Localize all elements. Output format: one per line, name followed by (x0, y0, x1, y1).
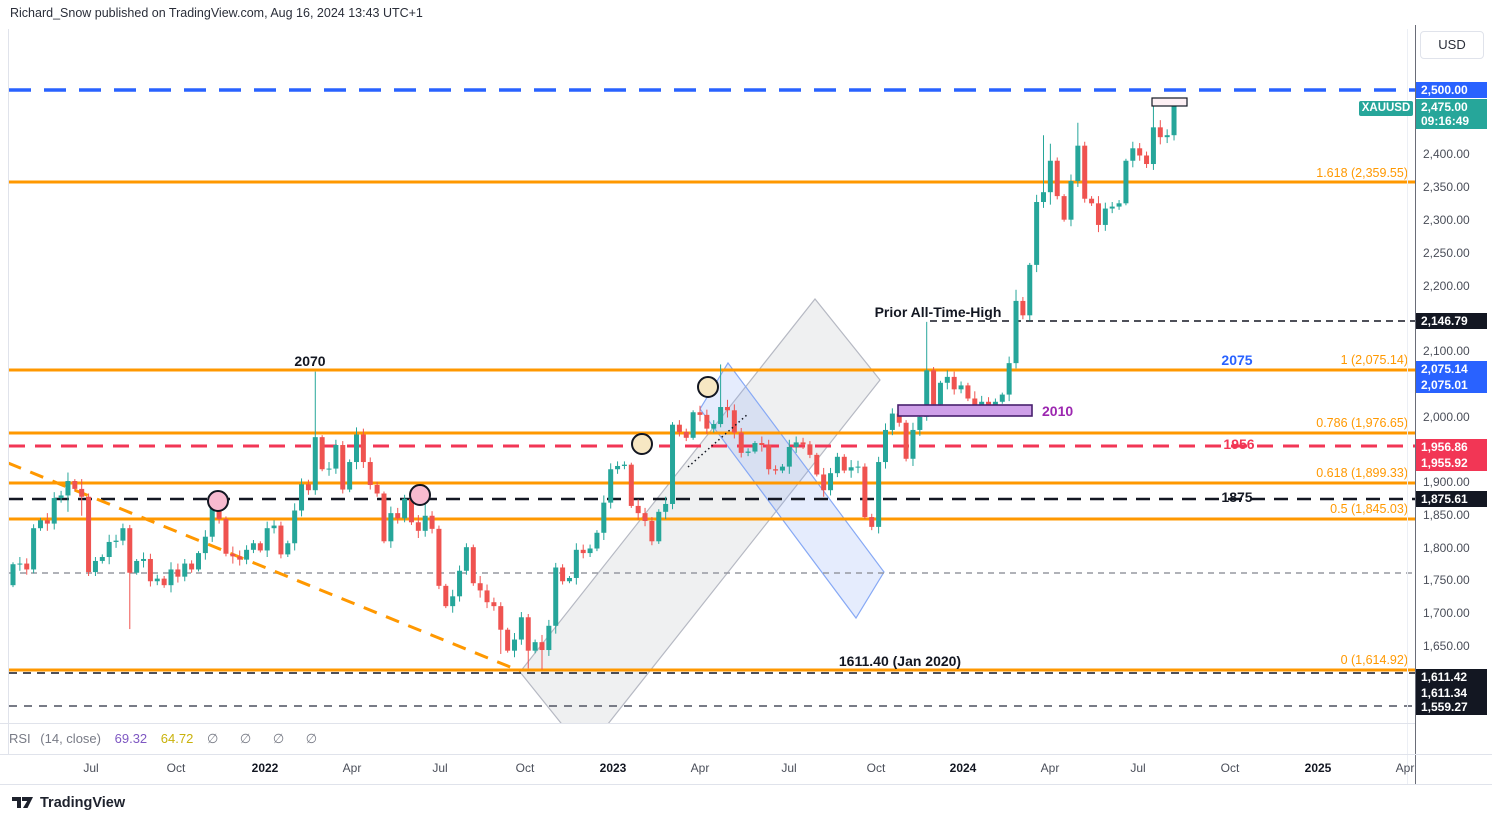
price-tick: 2,350.00 (1423, 180, 1470, 194)
price-axis-border (1415, 25, 1416, 785)
time-tick: Oct (166, 761, 186, 775)
price-tick: 2,250.00 (1423, 246, 1470, 260)
price-scale[interactable]: 2,400.00 2,350.00 2,300.00 2,250.00 2,200.00… (1416, 0, 1492, 819)
price-tick: 1,650.00 (1423, 639, 1470, 653)
note-2075: 2075 (1221, 352, 1252, 368)
time-axis-top-border (0, 754, 1492, 755)
time-tick: 2023 (599, 761, 627, 775)
price-tick: 1,850.00 (1423, 508, 1470, 522)
note-2070: 2070 (294, 353, 325, 369)
double-top-box[interactable] (1151, 97, 1188, 107)
time-tick: Apr (342, 761, 362, 775)
time-tick: 2022 (251, 761, 279, 775)
plot-contents: 1.618 (2,359.55) 1 (2,075.14) 0.786 (1,976… (8, 88, 1415, 753)
rsi-signal-value: 64.72 (160, 731, 194, 746)
price-badge: 1,611.34 (1416, 685, 1487, 701)
price-badge: 2,146.79 (1416, 313, 1487, 329)
price-tick: 1,900.00 (1423, 475, 1470, 489)
fib-0786-label: 0.786 (1,976.65) (1316, 416, 1408, 430)
price-tick: 2,100.00 (1423, 344, 1470, 358)
last-gridline (1407, 29, 1408, 784)
note-1956: 1956 (1223, 436, 1254, 452)
time-tick: Apr (1040, 761, 1060, 775)
price-badge: 1,956.86 (1416, 439, 1487, 455)
time-axis-bottom-border (0, 784, 1492, 785)
time-tick: Oct (866, 761, 886, 775)
note-2010: 2010 (1042, 403, 1073, 419)
fib-1-label: 1 (2,075.14) (1341, 353, 1408, 367)
rsi-params: (14, close) (40, 731, 101, 746)
price-tick: 2,400.00 (1423, 147, 1470, 161)
time-tick: Jul (432, 761, 448, 775)
price-badge: 2,075.14 (1416, 361, 1487, 377)
price-badge: 1,559.27 (1416, 699, 1487, 715)
swing-high-circle-marker[interactable] (631, 433, 653, 455)
fib-05-label: 0.5 (1,845.03) (1330, 502, 1408, 516)
tradingview-logo-icon (12, 797, 33, 808)
rsi-value: 69.32 (114, 731, 148, 746)
price-tick: 1,750.00 (1423, 573, 1470, 587)
note-1611-jan2020: 1611.40 (Jan 2020) (839, 653, 961, 669)
published-attribution: Richard_Snow published on TradingView.co… (10, 6, 423, 20)
price-tick: 1,700.00 (1423, 606, 1470, 620)
time-tick: Oct (515, 761, 535, 775)
time-tick: Jul (83, 761, 99, 775)
time-tick: Jul (781, 761, 797, 775)
swing-high-circle-marker[interactable] (697, 376, 719, 398)
rsi-title: RSI (9, 731, 31, 746)
rsi-legend-row[interactable]: RSI (14, close) 69.32 64.72 ∅ ∅ ∅ ∅ (9, 724, 1415, 754)
price-tick: 2,200.00 (1423, 279, 1470, 293)
price-badge: 2,500.00 (1416, 82, 1487, 98)
footer-brand: TradingView (12, 793, 125, 813)
rising-channel-drawing[interactable] (519, 298, 881, 753)
price-tick: 2,300.00 (1423, 213, 1470, 227)
swing-high-circle-marker[interactable] (409, 484, 431, 506)
descending-trendline[interactable] (8, 461, 521, 673)
time-tick: Apr (690, 761, 710, 775)
currency-toggle-button[interactable]: USD (1420, 31, 1484, 59)
price-badge: 1,955.92 (1416, 455, 1487, 471)
fib-1618-label: 1.618 (2,359.55) (1316, 166, 1408, 180)
level-box-2010[interactable] (897, 404, 1033, 417)
rsi-empty-values: ∅ ∅ ∅ ∅ (206, 731, 327, 746)
price-tick: 2,000.00 (1423, 410, 1470, 424)
fib-0618-label: 0.618 (1,899.33) (1316, 466, 1408, 480)
tradingview-wordmark: TradingView (40, 795, 126, 811)
price-badge: 2,075.01 (1416, 377, 1487, 393)
time-tick: 2025 (1304, 761, 1332, 775)
swing-high-circle-marker[interactable] (207, 490, 229, 512)
price-badge: 2,475.00 09:16:49 (1416, 99, 1487, 129)
time-tick: Jul (1130, 761, 1146, 775)
pane-separator[interactable] (0, 723, 1415, 724)
symbol-label-badge: XAUUSD (1359, 101, 1413, 116)
price-badge: 1,611.42 (1416, 669, 1487, 685)
candlestick-series[interactable] (10, 100, 1177, 670)
price-tick: 1,800.00 (1423, 541, 1470, 555)
price-badge: 1,875.61 (1416, 491, 1487, 507)
note-1875: 1875 (1221, 489, 1252, 505)
time-tick: 2024 (949, 761, 977, 775)
time-tick: Oct (1220, 761, 1240, 775)
time-tick: Apr (1395, 761, 1415, 775)
time-scale[interactable]: Jul Oct 2022 Apr Jul Oct 2023 Apr Jul Oct 2024 Apr J… (0, 755, 1492, 784)
note-prior-ath: Prior All-Time-High (875, 304, 1002, 320)
fib-0-label: 0 (1,614.92) (1341, 653, 1408, 667)
plot-left-border (8, 29, 9, 755)
